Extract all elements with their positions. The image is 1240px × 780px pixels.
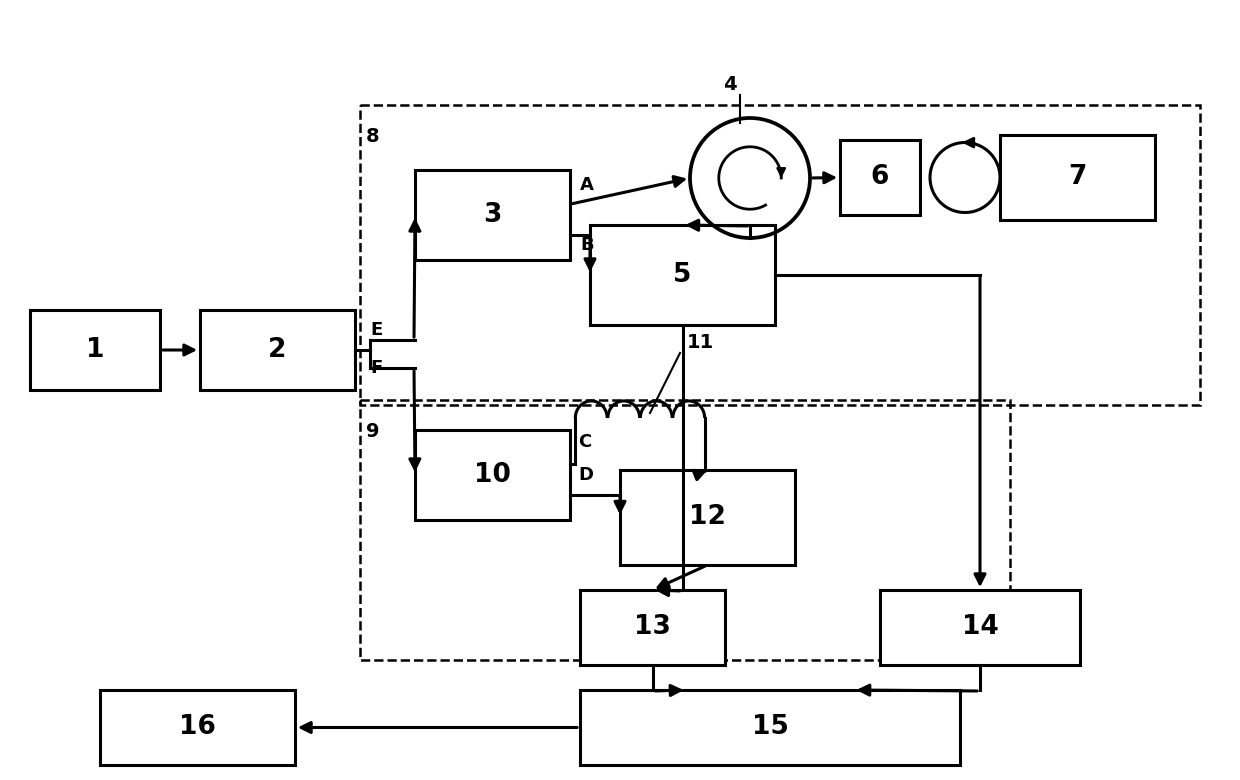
Text: 14: 14	[962, 615, 998, 640]
Text: 5: 5	[673, 262, 692, 288]
Bar	[580, 590, 725, 665]
Bar	[880, 590, 1080, 665]
Text: C: C	[578, 433, 591, 451]
Text: 7: 7	[1069, 165, 1086, 190]
Text: E: E	[370, 321, 382, 339]
Bar	[200, 310, 355, 390]
Text: 8: 8	[366, 127, 379, 146]
Text: B: B	[580, 236, 594, 254]
Text: 15: 15	[751, 714, 789, 740]
Text: 12: 12	[689, 505, 725, 530]
Text: 13: 13	[634, 615, 671, 640]
Bar	[999, 135, 1154, 220]
Bar	[839, 140, 920, 215]
Bar	[590, 225, 775, 325]
Text: 6: 6	[870, 165, 889, 190]
Bar	[30, 310, 160, 390]
Text: 3: 3	[484, 202, 502, 228]
Text: 4: 4	[723, 76, 737, 94]
Text: D: D	[578, 466, 593, 484]
Bar	[620, 470, 795, 565]
Bar	[360, 105, 1200, 405]
Text: 9: 9	[366, 422, 379, 441]
Bar	[580, 690, 960, 765]
Bar	[415, 170, 570, 260]
Text: 10: 10	[474, 462, 511, 488]
Text: 16: 16	[179, 714, 216, 740]
Text: 11: 11	[687, 334, 714, 353]
Text: 2: 2	[268, 337, 286, 363]
Text: F: F	[370, 359, 382, 377]
Bar	[415, 430, 570, 520]
Bar	[360, 400, 1011, 660]
Text: 1: 1	[86, 337, 104, 363]
Text: A: A	[580, 176, 594, 194]
Bar	[100, 690, 295, 765]
